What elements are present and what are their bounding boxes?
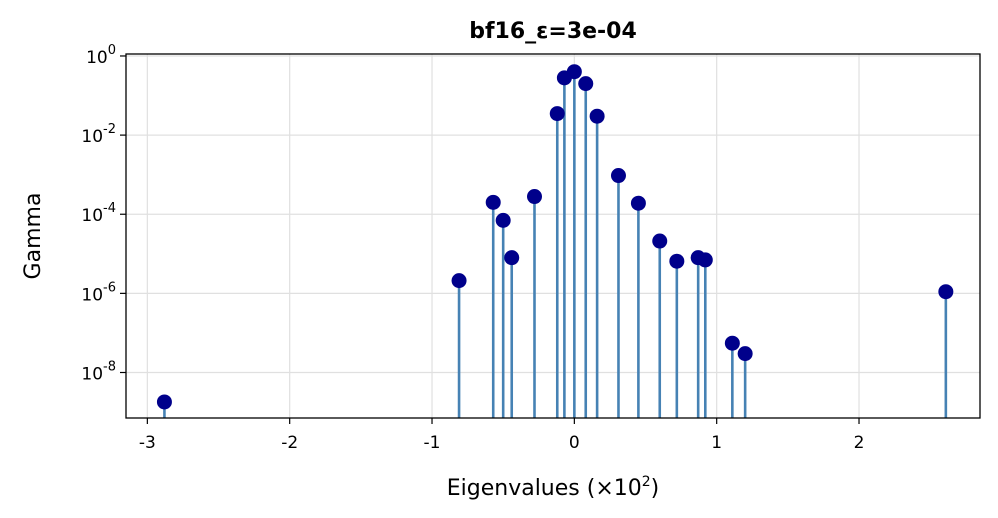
- y-tick-exp: 0: [108, 43, 116, 58]
- y-tick-exp: -2: [103, 122, 116, 137]
- stem-marker: [495, 212, 511, 228]
- y-tick-label: 10-4: [81, 201, 116, 226]
- y-tick-base: 10: [81, 206, 103, 226]
- y-axis-label: Gamma: [21, 193, 46, 280]
- stem-marker: [630, 195, 646, 211]
- x-tick-label: 1: [711, 433, 722, 453]
- y-tick-label: 100: [86, 43, 116, 68]
- x-axis-label-base: Eigenvalues (×10: [447, 476, 642, 501]
- stem-marker: [451, 273, 467, 289]
- x-axis-label-exp: 2: [642, 474, 651, 490]
- chart-title: bf16_ε=3e-04: [469, 19, 637, 44]
- y-tick-label: 10-6: [81, 280, 116, 305]
- y-tick-exp: -6: [103, 280, 116, 295]
- y-tick-base: 10: [81, 127, 103, 147]
- y-tick-base: 10: [81, 365, 103, 385]
- stem-marker: [589, 108, 605, 124]
- stem-marker: [737, 346, 753, 362]
- stem-marker: [485, 194, 501, 210]
- stem-marker: [504, 250, 520, 266]
- x-tick-label: 2: [854, 433, 865, 453]
- stem-marker: [156, 394, 172, 410]
- stem-marker: [697, 252, 713, 268]
- stem-marker: [566, 64, 582, 80]
- plot-frame: [125, 53, 981, 419]
- stem-marker: [549, 106, 565, 122]
- x-axis-ticks: -3 -2 -1 0 1 2: [139, 418, 865, 453]
- y-tick-exp: -4: [103, 201, 116, 216]
- y-tick-base: 10: [86, 48, 108, 68]
- stem-marker: [526, 189, 542, 205]
- stem-marker: [610, 168, 626, 184]
- y-tick-exp: -8: [103, 360, 116, 375]
- x-tick-label: -1: [424, 433, 441, 453]
- x-tick-label: -2: [281, 433, 298, 453]
- y-tick-base: 10: [81, 285, 103, 305]
- stem-marker: [578, 76, 594, 92]
- x-tick-label: 0: [569, 433, 580, 453]
- x-axis-label-close: ): [651, 476, 660, 501]
- y-tick-label: 10-8: [81, 360, 116, 385]
- grid: [126, 54, 980, 418]
- markers: [156, 64, 954, 410]
- stem-marker: [724, 335, 740, 351]
- x-axis-label: Eigenvalues (×102): [447, 474, 660, 501]
- stem-marker: [669, 253, 685, 269]
- y-tick-label: 10-2: [81, 122, 116, 147]
- x-tick-label: -3: [139, 433, 156, 453]
- stem-marker: [652, 233, 668, 249]
- stems: [163, 71, 948, 418]
- stem-marker: [938, 284, 954, 300]
